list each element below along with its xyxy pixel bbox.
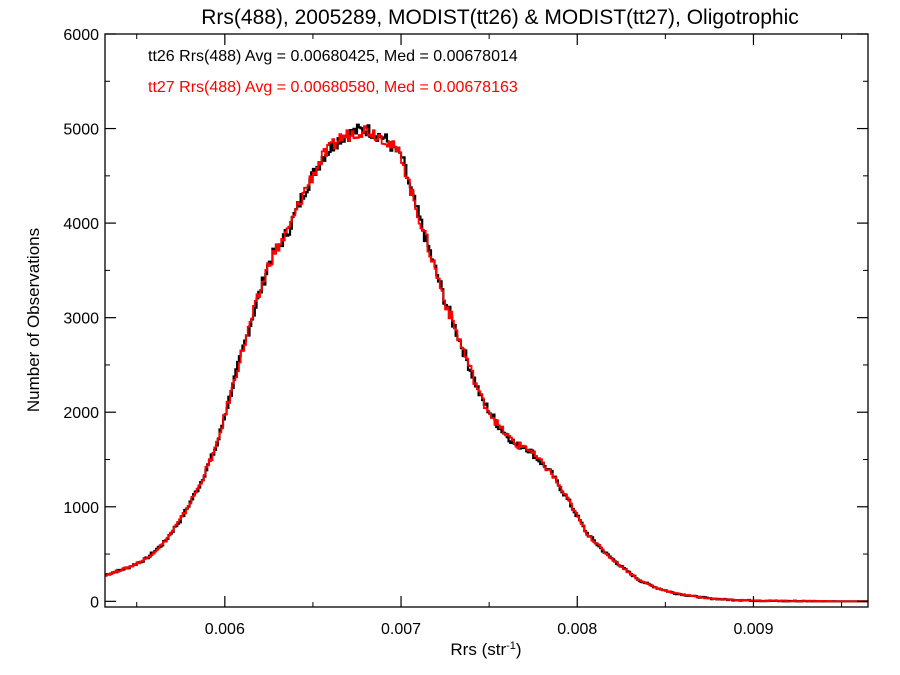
- y-tick-label: 5000: [63, 122, 99, 139]
- y-axis-label: Number of Observations: [24, 228, 43, 412]
- x-axis-label: Rrs (str-1): [450, 640, 521, 659]
- ticks-layer: 0.006 0.007 0.008 0.009 0 1000 2000 3000 4000 500…: [63, 27, 868, 638]
- y-tick-label: 0: [90, 594, 99, 611]
- y-tick-label: 2000: [63, 405, 99, 422]
- series-line-tt26: [105, 123, 868, 603]
- x-tick-label: 0.009: [733, 621, 773, 638]
- plot-frame: [104, 33, 869, 608]
- y-tick-label: 4000: [63, 216, 99, 233]
- series-layer: [105, 123, 868, 603]
- y-tick-label: 3000: [63, 311, 99, 328]
- y-tick-label: 1000: [63, 500, 99, 517]
- x-tick-label: 0.008: [557, 621, 597, 638]
- x-tick-label: 0.007: [381, 621, 421, 638]
- x-tick-label: 0.006: [205, 621, 245, 638]
- y-tick-label: 6000: [63, 27, 99, 44]
- annotation-tt26: tt26 Rrs(488) Avg = 0.00680425, Med = 0.…: [148, 48, 518, 65]
- annotation-tt27: tt27 Rrs(488) Avg = 0.00680580, Med = 0.…: [148, 79, 518, 96]
- chart-title: Rrs(488), 2005289, MODIST(tt26) & MODIST…: [201, 6, 799, 29]
- series-line-tt27: [105, 125, 868, 603]
